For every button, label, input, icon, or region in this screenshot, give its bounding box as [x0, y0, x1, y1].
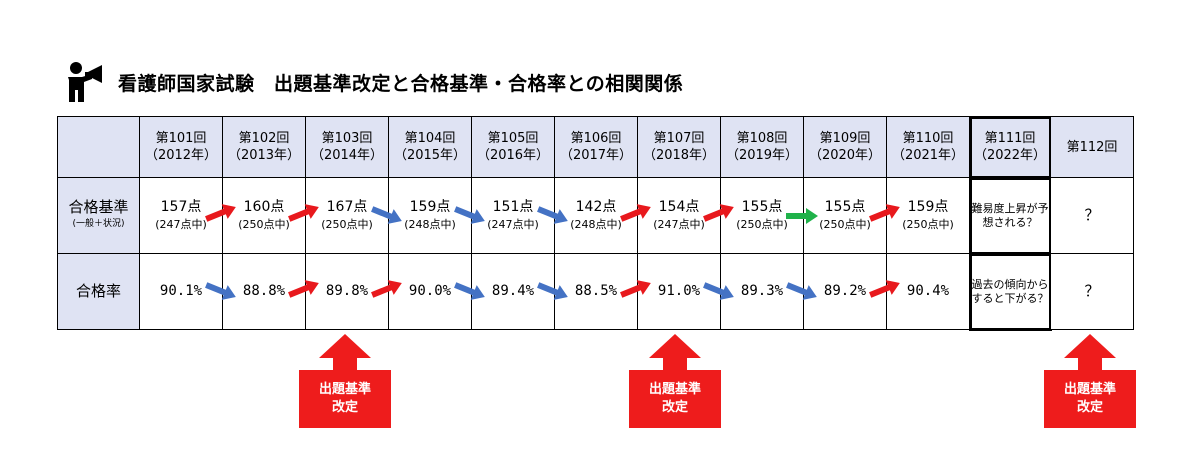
pass-standard-cell: 159点 (248点中)	[371, 177, 472, 254]
correlation-table: 第101回 （2012年） 第102回 （2013年） 第103回 （2014年） 第…	[57, 115, 1134, 331]
column-header: 第112回	[1050, 116, 1134, 178]
up-arrow-callout-shape	[1044, 334, 1136, 428]
column-header: 第109回 （2020年）	[803, 116, 887, 178]
trend-up-arrow-icon	[620, 204, 651, 222]
revision-callout: 出題基準 改定	[1044, 332, 1136, 428]
pass-rate-cell: 89.3%	[703, 253, 804, 330]
trend-up-arrow-icon	[869, 204, 900, 222]
trend-down-arrow-icon	[537, 206, 568, 224]
callout-label: 出題基準 改定	[1063, 382, 1116, 415]
trend-up-arrow-icon	[869, 280, 900, 298]
column-header: 第106回 （2017年）	[554, 116, 638, 178]
column-header: 第107回 （2018年）	[637, 116, 721, 178]
column-header-row: 第101回 （2012年） 第102回 （2013年） 第103回 （2014年） 第…	[57, 115, 1134, 179]
pass-rate-cell: 88.5%	[537, 253, 638, 330]
column-header-highlighted: 第111回 （2022年）	[968, 115, 1052, 179]
pass-rate-cell: 90.0%	[371, 253, 472, 330]
revision-callout: 出題基準 改定	[299, 332, 391, 428]
trend-down-arrow-icon	[537, 282, 568, 300]
page-title: 看護師国家試験 出題基準改定と合格基準・合格率との相関関係	[118, 72, 684, 95]
trend-down-arrow-icon	[454, 206, 485, 224]
title-bar: 看護師国家試験 出題基準改定と合格基準・合格率との相関関係	[64, 60, 683, 104]
trend-up-arrow-icon	[205, 204, 236, 222]
corner-cell	[57, 116, 140, 178]
prediction-note-difficulty: 難易度上昇が予想される？	[968, 176, 1052, 255]
pass-standard-cell: 159点 (250点中)	[869, 177, 970, 254]
column-header: 第105回 （2016年）	[471, 116, 555, 178]
presenter-megaphone-icon	[68, 62, 102, 102]
up-arrow-callout-shape	[299, 334, 391, 428]
trend-down-arrow-icon	[786, 282, 817, 300]
pass-rate-cell: 91.0%	[620, 253, 721, 330]
pass-rate-cell: 90.4%	[869, 253, 970, 330]
trend-down-arrow-icon	[371, 206, 402, 224]
unknown-value: ？	[1050, 177, 1134, 254]
row-header-pass-rate: 合格率	[57, 253, 140, 330]
pass-rate-cell: 88.8%	[205, 253, 306, 330]
revision-callout: 出題基準 改定	[629, 332, 721, 428]
column-header: 第104回 （2015年）	[388, 116, 472, 178]
pass-standard-cell: 155点 (250点中)	[703, 177, 804, 254]
up-arrow-callout-shape	[629, 334, 721, 428]
column-header: 第101回 （2012年）	[139, 116, 223, 178]
trend-up-arrow-icon	[288, 280, 319, 298]
trend-up-arrow-icon	[703, 204, 734, 222]
unknown-value: ？	[1050, 253, 1134, 330]
prediction-note-pass-rate: 過去の傾向からすると下がる？	[968, 252, 1052, 331]
trend-flat-arrow-icon	[786, 208, 818, 224]
trend-down-arrow-icon	[703, 282, 734, 300]
trend-down-arrow-icon	[454, 282, 485, 300]
column-header: 第110回 （2021年）	[886, 116, 970, 178]
pass-rate-row: 合格率 90.1% 88.8% 89.8% 90.0% 89.4% 88.5% …	[57, 252, 1134, 331]
callout-label: 出題基準 改定	[648, 382, 701, 415]
column-header: 第103回 （2014年）	[305, 116, 389, 178]
column-header: 第108回 （2019年）	[720, 116, 804, 178]
trend-up-arrow-icon	[288, 204, 319, 222]
column-header: 第102回 （2013年）	[222, 116, 306, 178]
callout-label: 出題基準 改定	[318, 382, 371, 415]
trend-up-arrow-icon	[371, 280, 402, 298]
trend-up-arrow-icon	[620, 280, 651, 298]
pass-rate-cell: 89.4%	[454, 253, 555, 330]
pass-standard-cell: 167点 (250点中)	[288, 177, 389, 254]
trend-down-arrow-icon	[205, 282, 236, 300]
pass-standard-row: 合格基準 (一般＋状況) 157点 (247点中) 160点 (250点中) 167…	[57, 176, 1134, 255]
pass-rate-cell: 90.1%	[139, 253, 223, 330]
row-header-pass-standard: 合格基準 (一般＋状況)	[57, 177, 140, 254]
